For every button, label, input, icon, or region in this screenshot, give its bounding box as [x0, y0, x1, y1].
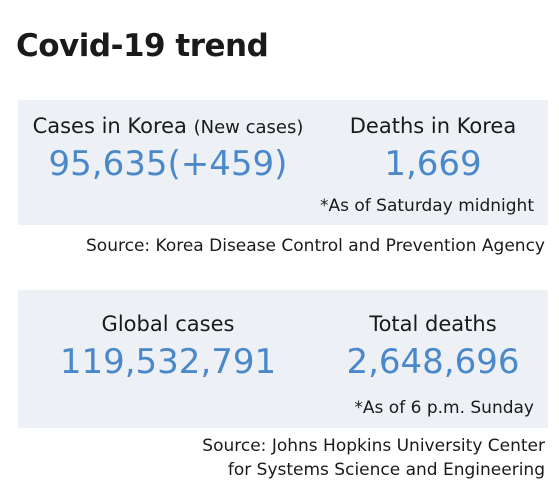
title: Covid-19 trend — [16, 28, 269, 64]
panel: Cases in Korea (New cases) 95,635(+459) … — [18, 100, 548, 225]
source: Source: Korea Disease Control and Preven… — [86, 234, 545, 258]
source-line: Source: Johns Hopkins University Center — [202, 436, 545, 456]
stat-value: 2,648,696 — [346, 342, 520, 382]
source-line: for Systems Science and Engineering — [227, 460, 545, 480]
panel: Global cases 119,532,791 Total deaths 2,… — [18, 290, 548, 428]
stat: Cases in Korea (New cases) 95,635(+459) — [18, 114, 318, 184]
sublabel: (New cases) — [193, 117, 304, 138]
stat: Total deaths 2,648,696 — [318, 312, 548, 382]
stat-label: Total deaths — [369, 312, 497, 336]
label-text: Cases in Korea — [32, 114, 187, 138]
stat-value: 95,635(+459) — [48, 144, 288, 184]
source-line: Source: Korea Disease Control and Preven… — [86, 236, 545, 256]
stat-value: 1,669 — [384, 144, 482, 184]
stat: Deaths in Korea 1,669 — [318, 114, 548, 184]
stat-label: Cases in Korea (New cases) — [18, 114, 318, 138]
stat-label: Deaths in Korea — [349, 114, 517, 138]
stat: Global cases 119,532,791 — [18, 312, 318, 382]
note: *As of Saturday midnight — [320, 196, 534, 216]
stat-value: 119,532,791 — [59, 342, 277, 382]
source: Source: Johns Hopkins University Center … — [202, 434, 545, 482]
note: *As of 6 p.m. Sunday — [354, 398, 534, 418]
stat-label: Global cases — [101, 312, 235, 336]
